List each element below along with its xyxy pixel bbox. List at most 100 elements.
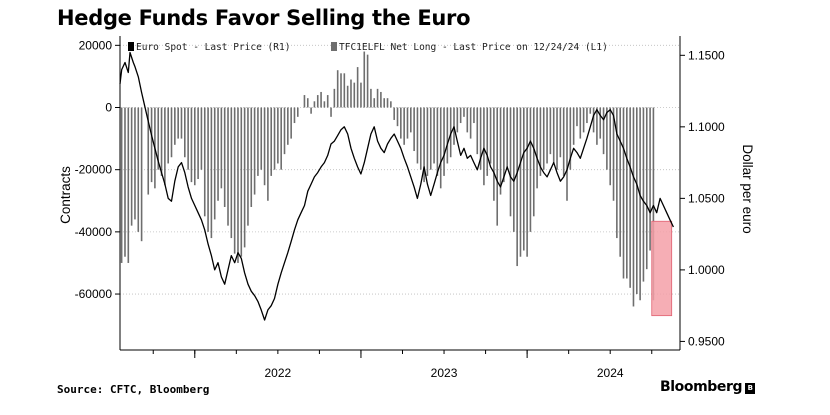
bar [459,107,462,124]
bar [356,67,359,108]
bar [562,107,565,176]
brand-name: Bloomberg [660,379,743,395]
legend-euro-spot: Euro Spot - Last Price (R1) [136,42,290,53]
left-tick-label: -40000 [75,225,113,239]
bar [380,91,382,108]
right-tick-label: 1.0500 [688,191,725,205]
bar [602,107,605,155]
bar [306,98,309,108]
bar [350,79,352,108]
bar [160,107,163,176]
bar [157,107,160,170]
bar [366,54,369,108]
bar [197,107,199,180]
bar [277,107,279,164]
bar [572,107,575,145]
bar [217,107,219,201]
bar [190,107,193,183]
bar [433,107,435,164]
bar [240,107,243,257]
bar [526,107,528,257]
right-tick-label: 1.1500 [688,48,725,62]
bar [413,107,415,152]
legend-net-long: TFC1ELFL Net Long - Last Price on 12/24/… [339,42,608,53]
bar [569,107,572,170]
x-tick-label: 2022 [265,366,292,380]
bar [449,107,452,158]
bar [436,107,439,176]
bar [193,107,196,186]
bar [652,107,655,301]
x-tick-label: 2024 [597,366,624,380]
bar [124,107,126,257]
bar [260,107,263,170]
bar [429,107,432,170]
bar [137,107,140,232]
bar [619,107,621,257]
bar [582,107,585,133]
left-tick-label: -20000 [75,163,113,177]
bar [473,107,475,124]
bar [536,107,538,189]
bar [599,107,602,139]
bar [174,107,176,145]
bar [559,107,562,158]
bar [386,98,389,108]
bar [479,107,482,170]
left-tick-label: 0 [105,101,112,115]
bar [340,73,342,108]
bar [297,107,299,117]
legend: Euro Spot - Last Price (R1) TFC1ELFL Net… [128,42,608,53]
bar [230,107,233,239]
bar [532,107,535,217]
left-axis-title: Contracts [58,166,73,224]
bar [180,107,183,139]
grid-lines [120,44,680,295]
bar [360,82,362,108]
bar [353,82,356,108]
bar [639,107,641,301]
axes: 20000 0 -20000 -40000 -60000 1.1500 1.1000 1.05… [58,36,755,380]
bar [642,107,645,282]
bar [273,107,276,170]
bar [316,95,319,108]
bar [589,107,592,114]
bar [243,107,246,248]
bar [439,107,442,189]
bar [522,107,525,251]
bar [499,107,502,195]
bar [164,107,166,186]
bar [170,107,173,158]
bar [373,98,376,108]
bar [609,107,612,186]
bar [466,107,469,133]
bar [203,107,206,217]
bar [257,107,259,176]
bar [293,107,296,124]
highlight-region [651,220,673,317]
bar [549,107,552,155]
bar [313,101,316,108]
bar [396,107,399,127]
bar [346,85,349,108]
euro-spot-line [119,51,674,321]
bar [253,107,256,195]
bar [140,107,143,242]
net-long-bars [120,51,655,307]
bar [210,107,213,239]
bar [336,70,339,108]
bar [363,51,366,108]
bar [326,95,329,108]
bar [456,107,459,133]
bar [323,101,326,108]
bar [383,98,386,108]
bar [519,107,522,257]
bar [463,107,465,117]
bar [220,107,223,189]
euro-spot-path [119,51,674,321]
bar [546,107,548,164]
bar [290,107,292,139]
bar [486,107,489,176]
bar [310,107,312,114]
bar [177,107,179,139]
